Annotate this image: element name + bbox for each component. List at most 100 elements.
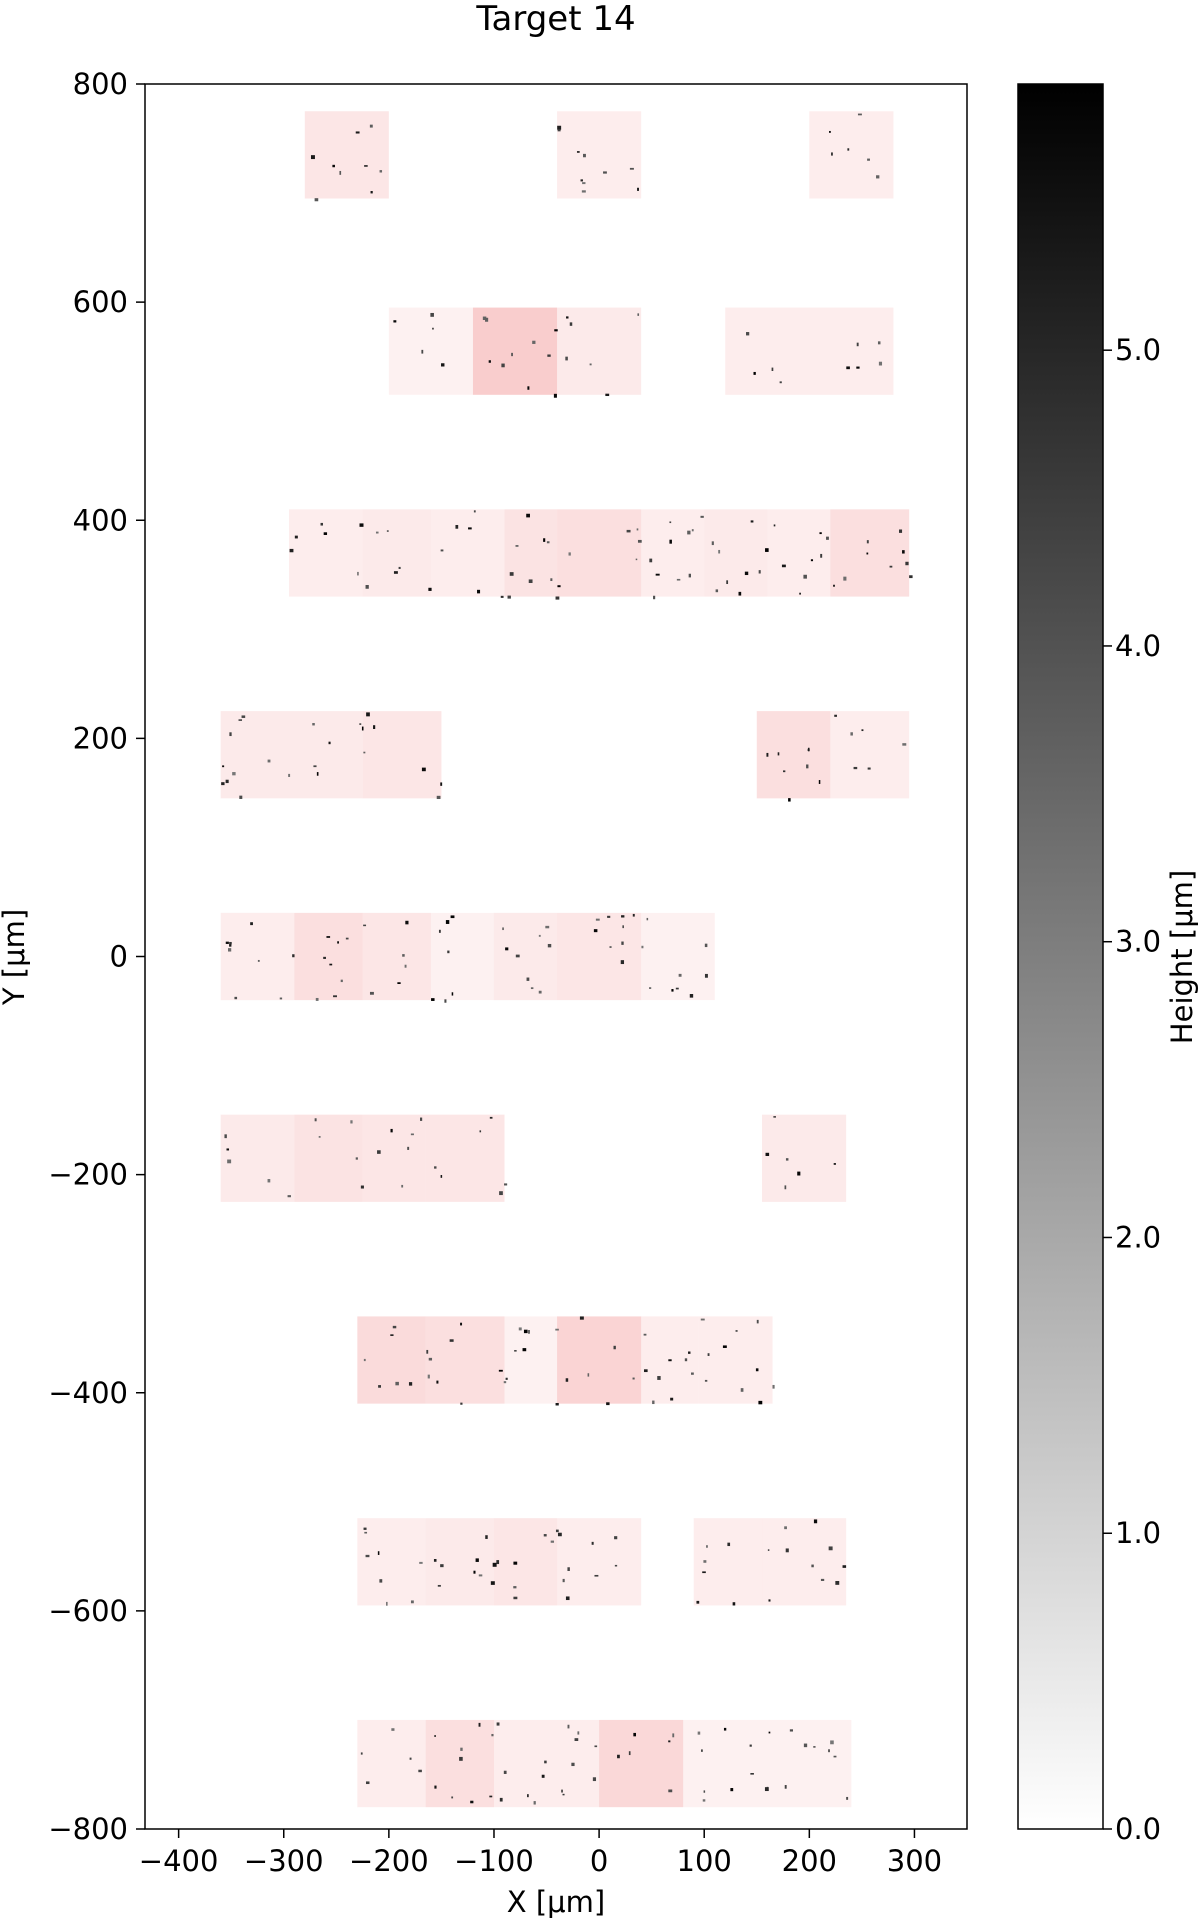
particle-mark [843,576,847,581]
particle-mark [621,915,625,918]
particle-mark [756,1319,759,1324]
particle-mark [440,549,444,552]
particle-mark [546,541,550,544]
particle-mark [503,1770,507,1774]
particle-mark [473,1570,476,1574]
particle-mark [505,1377,508,1380]
particle-mark [765,1152,770,1157]
particle-mark [440,782,443,786]
particle-mark [522,1348,527,1352]
particle-mark [513,1561,518,1565]
particle-mark [853,766,858,770]
particle-mark [593,929,598,933]
particle-mark [861,729,864,732]
x-axis-label: X [μm] [507,1885,605,1919]
particle-mark [513,1596,518,1600]
particle-mark [320,522,324,526]
particle-mark [328,741,331,745]
colorbar-label: Height [μm] [1165,870,1199,1044]
particle-mark [691,529,694,532]
y-tick-label: −600 [48,1594,128,1628]
particle-mark [803,1743,808,1748]
particle-mark [492,1562,497,1567]
particle-mark [773,1116,776,1118]
particle-mark [856,366,860,369]
particle-mark [332,164,335,168]
particle-mark [499,1797,503,1802]
scan-tile [557,111,642,199]
particle-mark [547,943,552,948]
particle-mark [703,1560,707,1563]
particle-mark [622,925,624,929]
particle-mark [562,1578,565,1583]
particle-mark [475,1558,479,1562]
particle-mark [567,1724,570,1729]
particle-mark [473,510,476,513]
particle-mark [410,1133,414,1136]
particle-mark [225,941,229,944]
particle-mark [428,587,432,591]
particle-mark [621,941,624,945]
particle-mark [437,1584,441,1587]
particle-mark [583,153,586,158]
particle-mark [732,1602,736,1606]
particle-mark [538,934,541,937]
x-tick-label: 100 [677,1844,732,1878]
particle-mark [691,1372,694,1375]
particle-mark [830,1740,834,1745]
particle-mark [700,1318,705,1321]
particle-mark [555,1402,559,1406]
scan-tile [357,1316,426,1404]
particle-mark [478,1574,483,1577]
particle-mark [637,539,642,543]
particle-mark [363,751,366,754]
particle-mark [565,356,568,361]
particles-layer [221,113,913,1805]
particle-mark [636,528,639,531]
particle-mark [781,564,786,568]
particle-mark [828,1546,833,1551]
particle-mark [614,1536,618,1540]
scan-tile [504,509,558,597]
particle-mark [684,1358,688,1362]
x-tick-label: 300 [887,1844,942,1878]
particle-mark [391,1728,395,1731]
particle-mark [364,1531,368,1534]
particle-mark [808,747,810,752]
particle-mark [669,539,672,544]
scan-tile [294,912,363,1001]
colorbar-tick-label: 2.0 [1115,1220,1161,1254]
scan-tile [430,509,505,597]
particle-mark [504,1183,508,1186]
particle-mark [222,765,225,768]
particle-mark [410,1600,414,1604]
particle-mark [350,1120,353,1124]
particle-mark [738,591,742,596]
particle-mark [828,1749,830,1753]
particle-mark [905,561,909,566]
particle-mark [653,595,656,600]
particle-mark [766,752,769,757]
particle-mark [434,1785,437,1789]
particle-mark [532,340,536,344]
particle-mark [704,1379,708,1382]
scan-tile [357,1719,426,1808]
particle-mark [312,723,315,726]
particle-mark [221,782,225,786]
particle-mark [810,559,814,562]
particle-mark [857,113,862,116]
particle-mark [545,925,550,929]
particle-mark [820,1578,825,1581]
particle-mark [404,964,407,968]
particle-mark [419,1561,423,1564]
particle-mark [649,987,652,989]
particle-mark [379,1579,383,1583]
particle-mark [441,363,445,367]
particle-mark [657,1376,661,1380]
particle-mark [479,1130,482,1133]
particle-mark [592,1777,597,1782]
particle-mark [438,929,441,933]
particle-mark [518,1327,522,1331]
particle-mark [499,1191,503,1196]
